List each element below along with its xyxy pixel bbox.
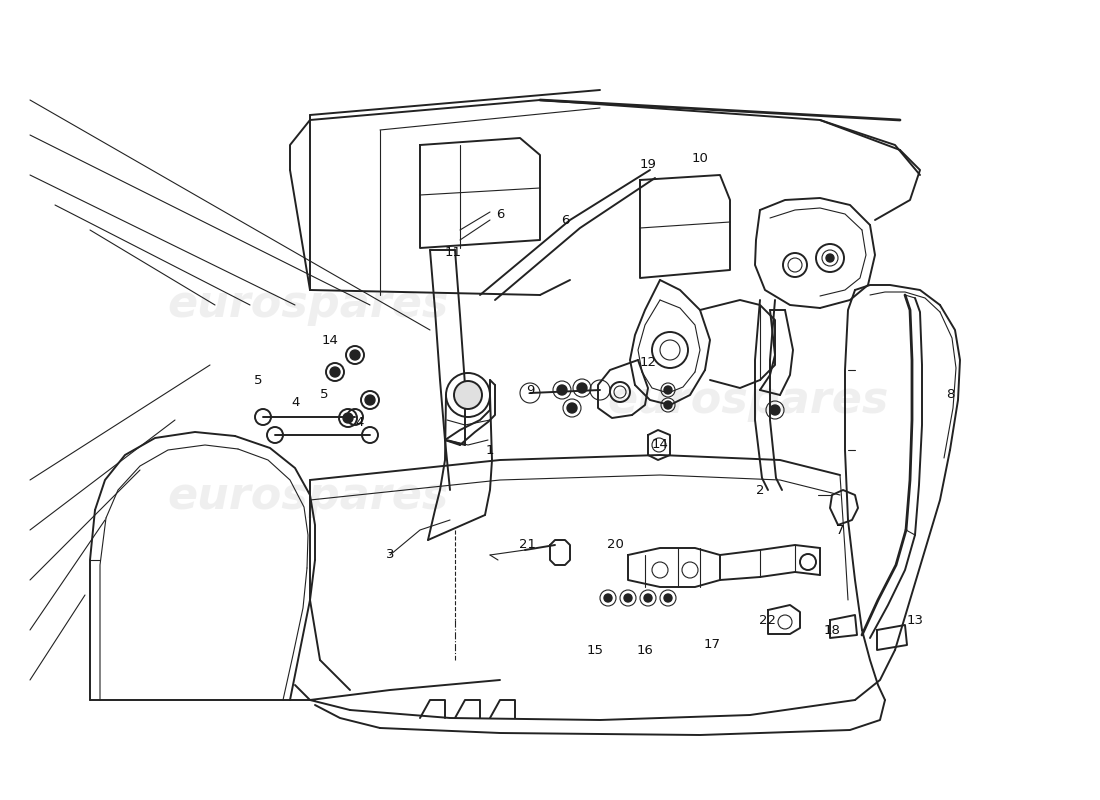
Text: 21: 21 bbox=[518, 538, 536, 551]
Text: 4: 4 bbox=[292, 395, 300, 409]
Text: 19: 19 bbox=[639, 158, 657, 171]
Circle shape bbox=[557, 385, 566, 395]
Circle shape bbox=[770, 405, 780, 415]
Circle shape bbox=[664, 401, 672, 409]
Circle shape bbox=[826, 254, 834, 262]
Text: 5: 5 bbox=[254, 374, 262, 386]
Text: 17: 17 bbox=[704, 638, 720, 651]
Text: 8: 8 bbox=[946, 389, 954, 402]
Circle shape bbox=[664, 386, 672, 394]
Text: 4: 4 bbox=[355, 415, 364, 429]
Circle shape bbox=[330, 367, 340, 377]
Text: 20: 20 bbox=[606, 538, 624, 551]
Text: 2: 2 bbox=[756, 483, 764, 497]
Circle shape bbox=[624, 594, 632, 602]
Text: 14: 14 bbox=[321, 334, 339, 346]
Circle shape bbox=[350, 350, 360, 360]
Text: 12: 12 bbox=[639, 357, 657, 370]
Text: 6: 6 bbox=[561, 214, 569, 226]
Text: 10: 10 bbox=[692, 151, 708, 165]
Text: eurospares: eurospares bbox=[167, 282, 449, 326]
Text: eurospares: eurospares bbox=[607, 378, 889, 422]
Text: 1: 1 bbox=[486, 443, 494, 457]
Text: 9: 9 bbox=[526, 383, 535, 397]
Text: 14: 14 bbox=[651, 438, 669, 451]
Circle shape bbox=[454, 381, 482, 409]
Circle shape bbox=[604, 594, 612, 602]
Text: 11: 11 bbox=[444, 246, 462, 258]
Circle shape bbox=[644, 594, 652, 602]
Circle shape bbox=[566, 403, 578, 413]
Text: eurospares: eurospares bbox=[167, 474, 449, 518]
Circle shape bbox=[365, 395, 375, 405]
Circle shape bbox=[578, 383, 587, 393]
Text: 3: 3 bbox=[386, 549, 394, 562]
Circle shape bbox=[343, 413, 353, 423]
Text: 13: 13 bbox=[906, 614, 924, 626]
Text: 6: 6 bbox=[496, 209, 504, 222]
Text: 7: 7 bbox=[836, 523, 845, 537]
Text: 15: 15 bbox=[586, 643, 604, 657]
Text: 16: 16 bbox=[637, 643, 653, 657]
Text: 18: 18 bbox=[824, 623, 840, 637]
Text: 22: 22 bbox=[759, 614, 777, 626]
Text: 5: 5 bbox=[320, 389, 328, 402]
Circle shape bbox=[664, 594, 672, 602]
